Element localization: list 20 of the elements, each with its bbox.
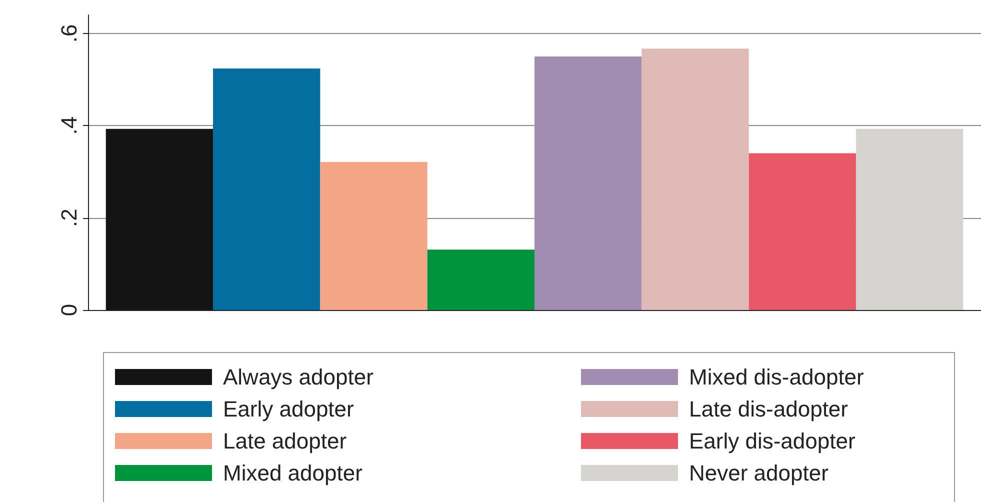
bar	[427, 250, 534, 310]
legend-label: Early dis-adopter	[689, 428, 856, 454]
legend-label: Always adopter	[223, 364, 374, 390]
y-tick-label: 0	[56, 304, 82, 316]
y-tick-label: .6	[56, 24, 82, 43]
legend-label: Mixed dis-adopter	[689, 364, 864, 390]
bar	[642, 48, 749, 310]
bar	[748, 153, 856, 310]
y-tick-label: .4	[56, 116, 82, 135]
legend-label: Never adopter	[689, 460, 828, 486]
legend-label: Late dis-adopter	[689, 396, 848, 422]
bar	[856, 128, 964, 310]
legend-label: Late adopter	[223, 428, 347, 454]
legend-label: Mixed adopter	[223, 460, 362, 486]
bar	[213, 68, 320, 310]
bar	[534, 56, 642, 310]
bar	[320, 162, 428, 310]
legend-label: Early adopter	[223, 396, 354, 422]
y-tick-label: .2	[56, 208, 82, 227]
bar	[106, 128, 214, 310]
